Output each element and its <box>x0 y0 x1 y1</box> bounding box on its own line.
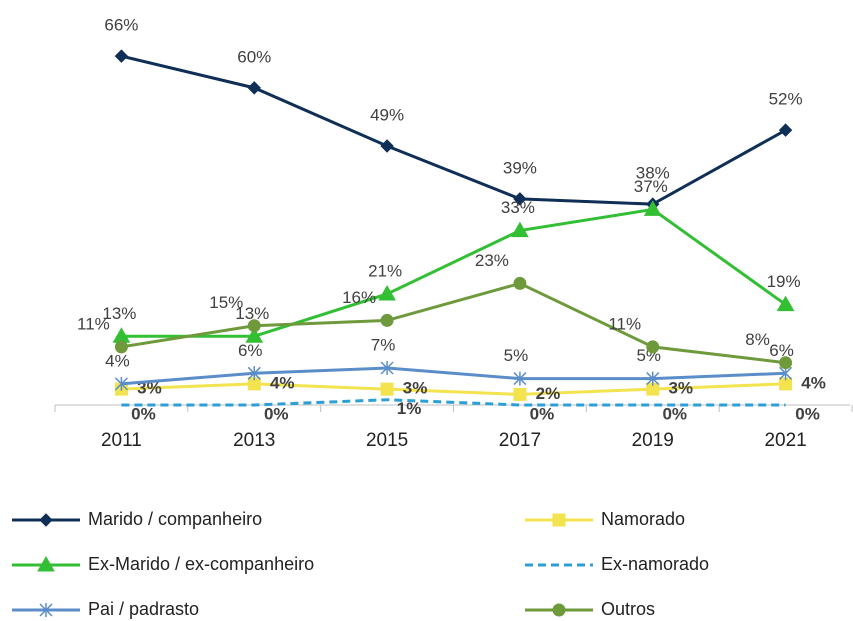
legend-label: Marido / companheiro <box>88 509 262 529</box>
data-label: 4% <box>801 373 826 392</box>
marker <box>646 340 660 354</box>
legend-item: Outros <box>525 599 655 619</box>
marker <box>779 356 793 370</box>
marker <box>247 81 261 95</box>
marker <box>511 221 529 238</box>
legend-label: Ex-Marido / ex-companheiro <box>88 554 314 574</box>
legend-item: Marido / companheiro <box>12 509 262 529</box>
legend-label: Outros <box>601 599 655 619</box>
marker <box>380 139 394 153</box>
data-label: 21% <box>368 261 402 280</box>
data-label: 13% <box>235 304 269 323</box>
legend-marker <box>552 603 566 617</box>
data-label: 4% <box>270 373 295 392</box>
x-tick-label: 2019 <box>632 430 674 451</box>
series-line <box>121 382 786 396</box>
marker <box>513 371 527 386</box>
data-label: 66% <box>104 16 138 35</box>
data-label: 33% <box>501 198 535 217</box>
data-label: 0% <box>131 404 156 423</box>
data-label: 3% <box>668 379 693 398</box>
data-label: 6% <box>238 341 263 360</box>
data-label: 5% <box>504 346 529 365</box>
legend-label: Pai / padrasto <box>88 599 199 619</box>
marker <box>643 200 662 216</box>
data-label: 1% <box>397 399 422 418</box>
marker <box>646 371 660 386</box>
data-label: 39% <box>503 158 537 177</box>
legend-label: Ex-namorado <box>601 554 709 574</box>
series-line <box>121 398 786 407</box>
legend-marker <box>39 513 53 527</box>
x-tick-label: 2013 <box>233 430 275 451</box>
series-line <box>121 366 786 386</box>
data-label: 19% <box>767 272 801 291</box>
data-label: 38% <box>636 164 670 183</box>
marker <box>247 366 261 381</box>
data-label: 23% <box>475 251 509 270</box>
legend-marker <box>39 603 53 617</box>
data-label: 3% <box>403 379 428 398</box>
data-label: 2% <box>536 384 561 403</box>
marker <box>778 123 793 137</box>
data-label: 8% <box>745 330 770 349</box>
legend-item: Pai / padrasto <box>12 599 199 619</box>
legend-label: Namorado <box>601 509 685 529</box>
legend-item: Namorado <box>525 509 685 529</box>
data-label: 0% <box>662 404 687 423</box>
data-label: 16% <box>342 288 376 307</box>
data-label: 11% <box>608 314 641 333</box>
marker <box>513 192 527 206</box>
data-label: 4% <box>105 351 130 370</box>
marker <box>114 340 128 354</box>
legend-marker <box>552 513 566 527</box>
marker <box>380 361 394 375</box>
marker <box>513 387 527 401</box>
data-label: 11% <box>77 314 110 333</box>
marker <box>114 376 128 391</box>
data-label: 0% <box>530 404 555 423</box>
data-label: 13% <box>102 304 136 323</box>
legend-item: Ex-namorado <box>525 554 709 574</box>
data-label: 37% <box>634 177 668 196</box>
marker <box>776 295 795 312</box>
legend-marker <box>37 555 55 572</box>
marker <box>247 319 261 333</box>
marker <box>380 313 394 327</box>
data-label: 0% <box>795 404 820 423</box>
series-line <box>121 207 787 338</box>
data-label: 52% <box>769 90 803 109</box>
series-line <box>121 54 787 206</box>
marker <box>513 276 527 290</box>
series-line <box>121 281 786 365</box>
data-label: 6% <box>769 341 794 360</box>
marker <box>380 382 394 396</box>
data-label: 49% <box>370 105 404 124</box>
x-tick-label: 2011 <box>101 430 142 451</box>
legend-item: Ex-Marido / ex-companheiro <box>12 554 314 574</box>
marker <box>114 49 129 63</box>
data-label: 0% <box>264 404 289 423</box>
data-label: 60% <box>237 47 271 66</box>
marker <box>378 284 396 301</box>
marker <box>245 327 264 343</box>
data-label: 15% <box>209 293 243 312</box>
x-tick-label: 2015 <box>366 430 408 451</box>
x-tick-label: 2017 <box>499 430 541 451</box>
data-label: 7% <box>371 335 396 354</box>
x-tick-label: 2021 <box>764 430 806 451</box>
